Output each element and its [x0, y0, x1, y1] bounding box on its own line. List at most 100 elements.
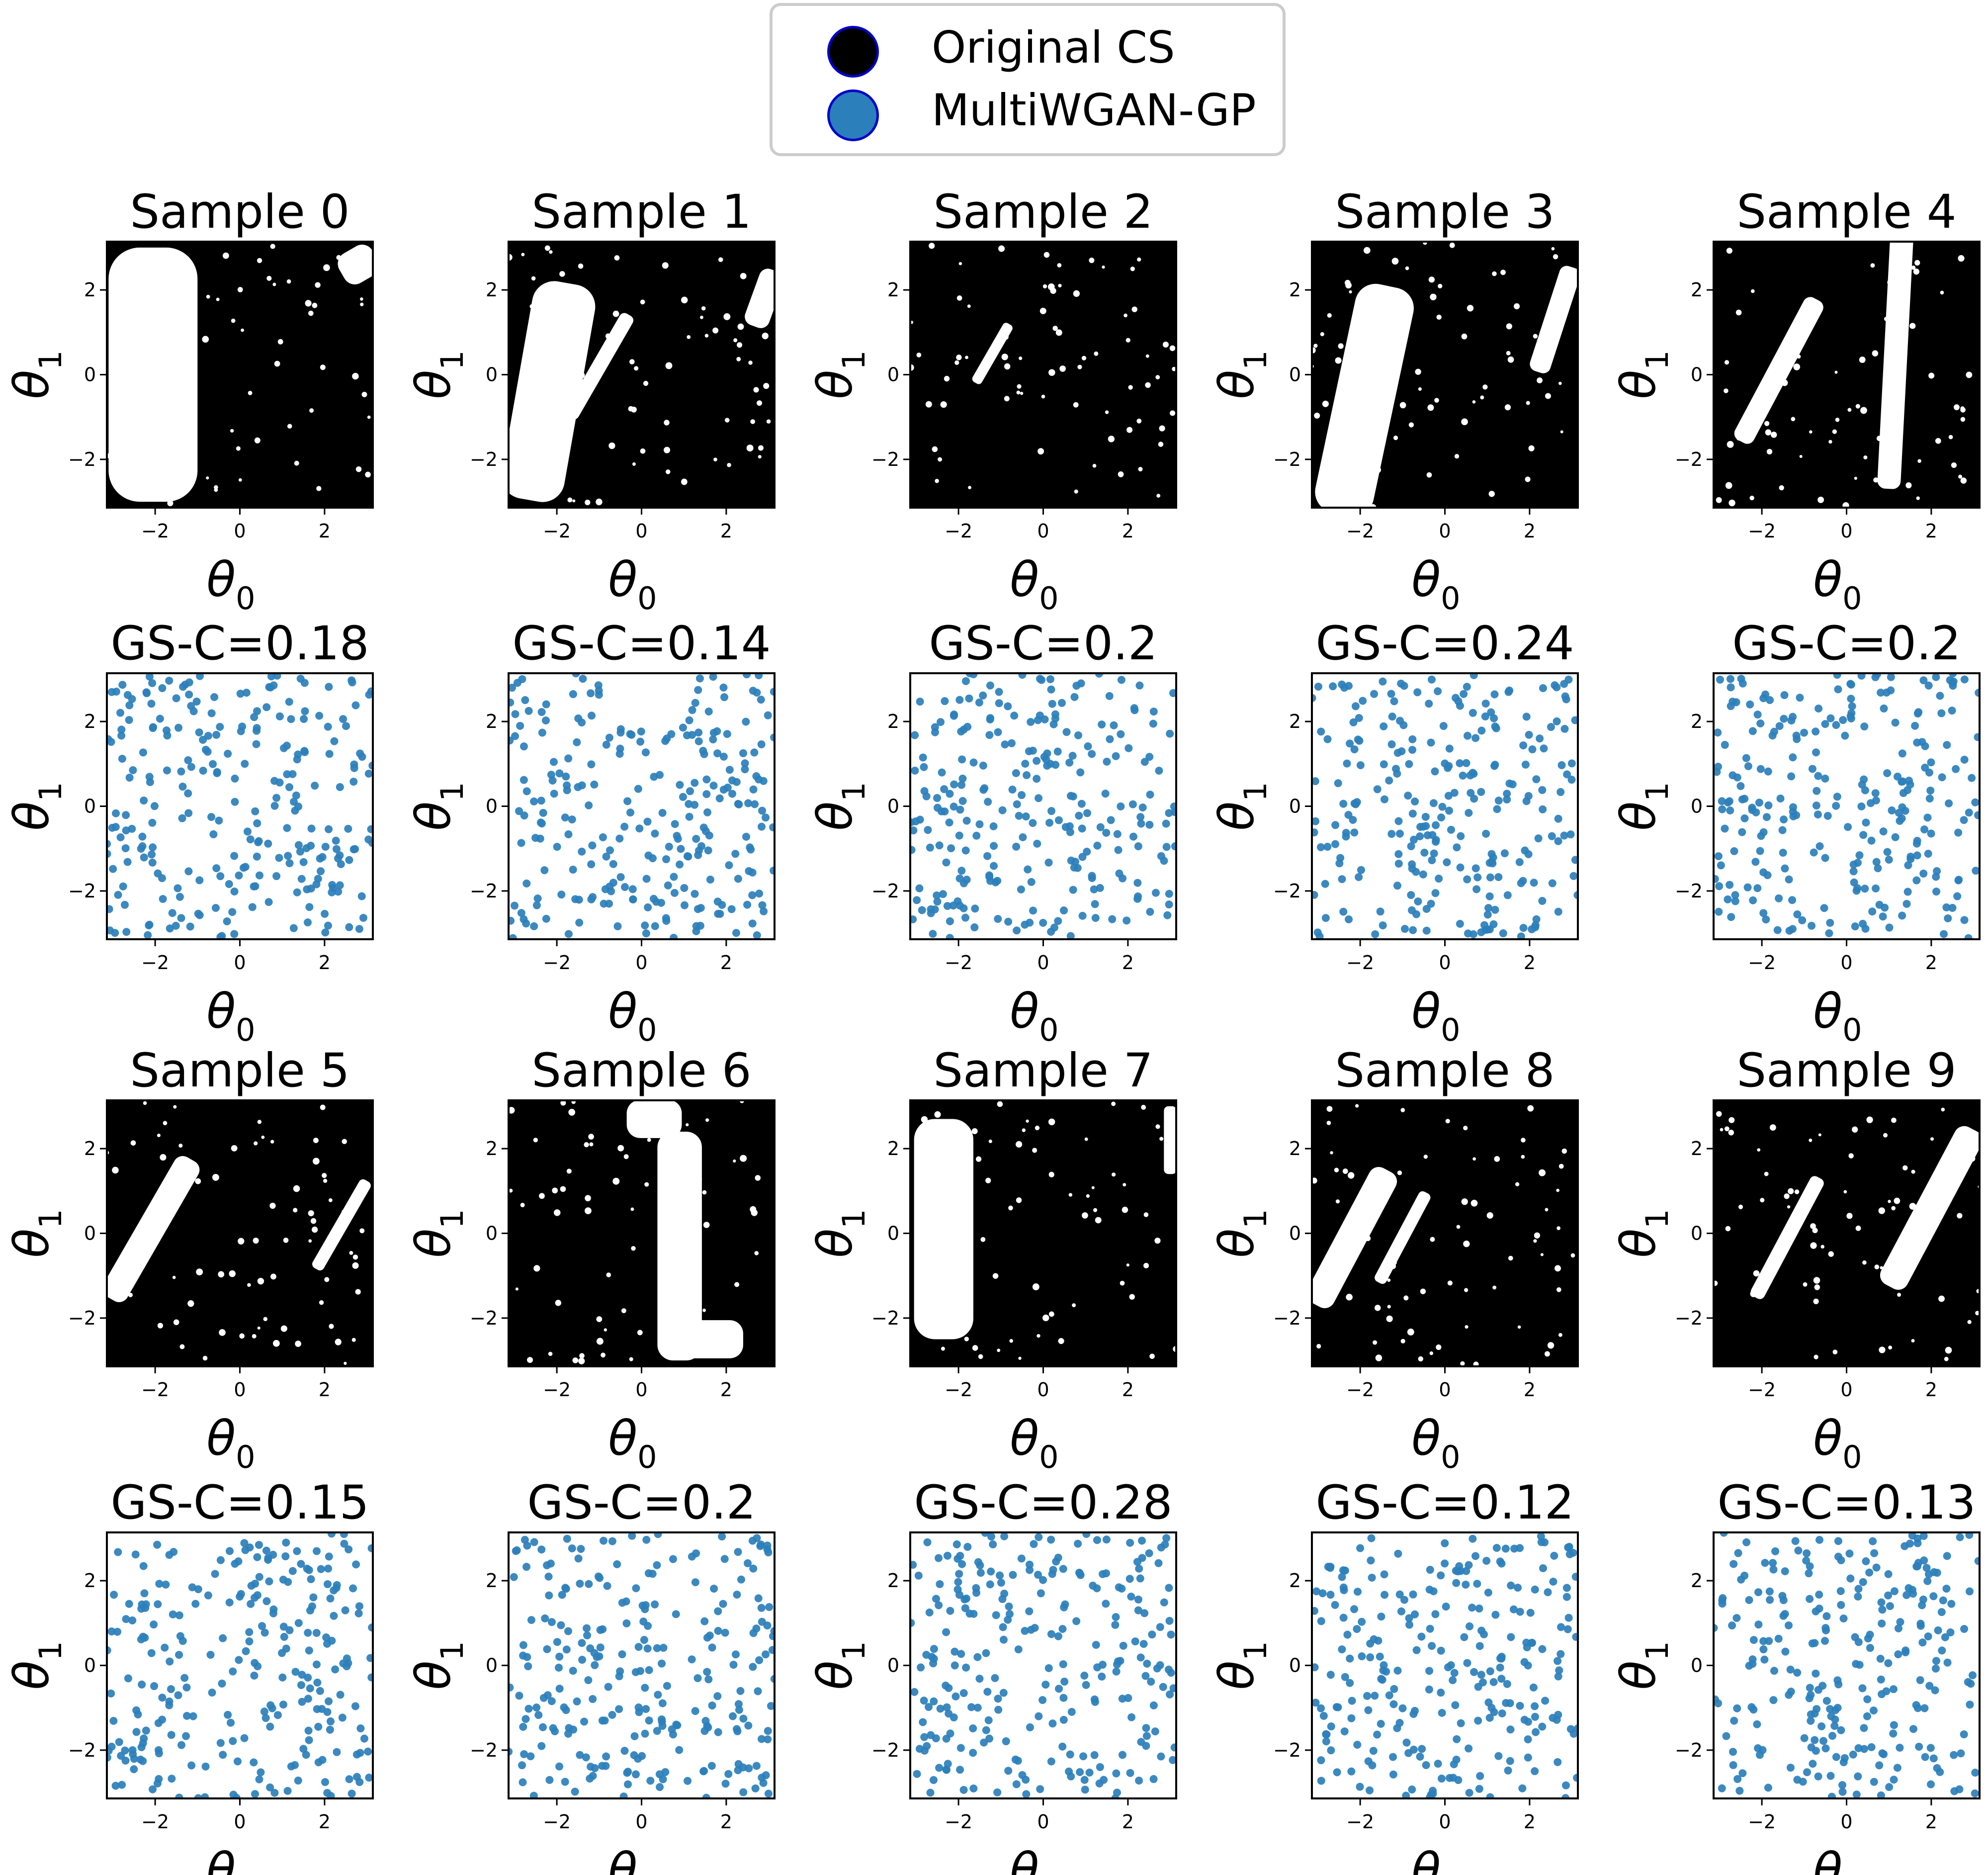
- generated-point: [518, 675, 526, 683]
- generated-point: [568, 815, 576, 824]
- generated-point: [223, 917, 231, 925]
- gap-point: [140, 1229, 147, 1236]
- generated-point: [538, 728, 546, 737]
- generated-point: [317, 867, 325, 876]
- generated-point: [183, 1711, 191, 1720]
- gap-point: [1407, 1329, 1414, 1336]
- generated-point: [585, 1580, 593, 1588]
- generated-point: [951, 1647, 959, 1656]
- generated-point: [1024, 865, 1032, 874]
- gap-point: [1137, 257, 1141, 262]
- generated-point: [1748, 727, 1757, 735]
- generated-point: [1149, 708, 1158, 716]
- generated-point: [1726, 675, 1734, 683]
- generated-point: [1831, 1715, 1839, 1724]
- generated-point: [1531, 921, 1540, 929]
- free-region: [107, 1156, 200, 1302]
- gap-point: [733, 338, 738, 343]
- gap-point: [1784, 1193, 1790, 1199]
- generated-point: [915, 884, 924, 893]
- generated-point: [364, 835, 373, 844]
- generated-point: [137, 844, 145, 853]
- generated-point: [1091, 900, 1099, 908]
- generated-point: [1941, 1633, 1949, 1641]
- generated-point: [1065, 1767, 1073, 1776]
- gap-point: [940, 401, 947, 408]
- x-tick-label: 0: [635, 520, 647, 542]
- generated-point: [993, 877, 1002, 885]
- gap-point: [1793, 363, 1801, 370]
- gap-point: [925, 401, 932, 408]
- gap-point: [1525, 476, 1531, 482]
- generated-point: [1447, 1661, 1455, 1670]
- generated-point: [1316, 843, 1325, 851]
- gap-point: [1905, 482, 1912, 489]
- x-tick-label: 2: [319, 1379, 331, 1401]
- gap-point: [349, 1250, 353, 1255]
- gap-point: [713, 457, 717, 462]
- gap-point: [556, 348, 561, 353]
- generated-point: [770, 1675, 775, 1683]
- generated-point: [599, 833, 607, 841]
- generated-point: [694, 686, 702, 694]
- generated-point: [1326, 1591, 1335, 1599]
- gap-point: [1797, 355, 1801, 359]
- generated-point: [283, 1786, 292, 1795]
- generated-point: [116, 709, 125, 717]
- generated-point: [177, 1741, 185, 1749]
- gap-point: [1935, 438, 1941, 444]
- generated-point: [326, 1594, 335, 1603]
- generated-point: [1059, 1565, 1067, 1573]
- generated-point: [1030, 1540, 1038, 1548]
- generated-point: [1058, 1625, 1067, 1633]
- gap-point: [272, 1339, 280, 1347]
- gap-point: [1814, 1354, 1818, 1359]
- generated-point: [691, 890, 699, 898]
- generated-point: [1814, 772, 1822, 780]
- gap-point: [112, 366, 118, 371]
- gap-point: [690, 1194, 694, 1199]
- generated-point: [1000, 1532, 1009, 1540]
- generated-point: [107, 905, 113, 913]
- generated-point: [602, 1762, 610, 1770]
- generated-point: [1761, 690, 1770, 699]
- generated-point: [1793, 1669, 1802, 1677]
- generated-point: [1143, 1659, 1151, 1668]
- gap-point: [1817, 496, 1824, 503]
- gap-point: [254, 437, 260, 444]
- generated-point: [749, 1663, 757, 1671]
- y-axis-label: θ1: [4, 350, 69, 399]
- generated-point: [1010, 712, 1019, 720]
- generated-point: [1732, 1614, 1741, 1622]
- generated-point: [201, 1793, 209, 1798]
- generated-point: [107, 1689, 115, 1697]
- gap-point: [1430, 1237, 1435, 1242]
- gap-point: [1326, 1121, 1331, 1125]
- generated-point: [540, 866, 549, 875]
- gap-point: [1138, 466, 1143, 472]
- generated-point: [281, 1552, 290, 1561]
- generated-point: [917, 1663, 925, 1672]
- generated-point: [304, 1726, 313, 1735]
- generated-point: [1483, 910, 1492, 919]
- generated-point: [1322, 1730, 1331, 1739]
- generated-point: [736, 1687, 745, 1695]
- generated-point: [1380, 795, 1388, 804]
- generated-point: [317, 1565, 325, 1573]
- generated-point: [1350, 799, 1359, 807]
- gap-point: [734, 1282, 740, 1287]
- gap-point: [695, 1210, 699, 1215]
- x-tick-label: 2: [1122, 1379, 1134, 1401]
- y-tick-label: 0: [1691, 1655, 1703, 1677]
- generated-point: [1798, 916, 1807, 924]
- generated-point: [993, 1788, 1002, 1796]
- generated-point: [1343, 759, 1351, 768]
- generated-point: [289, 924, 298, 932]
- gap-point: [637, 1330, 643, 1336]
- generated-point: [654, 1691, 662, 1699]
- generated-point: [1839, 1758, 1848, 1767]
- gap-point: [998, 245, 1005, 252]
- generated-point: [262, 1597, 271, 1606]
- generated-point: [1834, 1680, 1843, 1689]
- generated-point: [1142, 1724, 1150, 1732]
